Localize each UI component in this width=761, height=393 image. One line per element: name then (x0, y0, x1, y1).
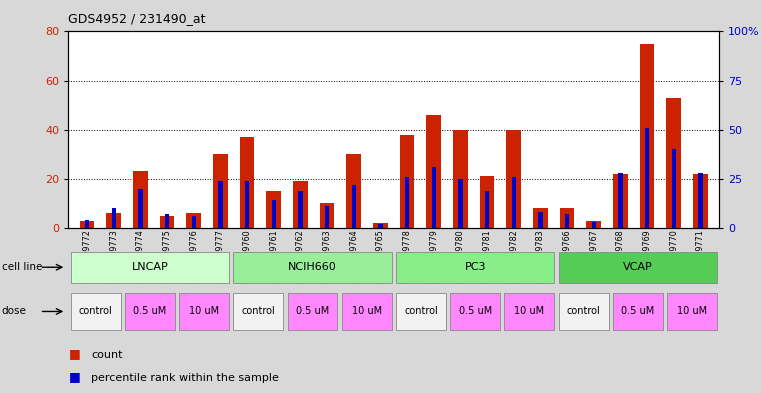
Bar (71, 252, 229, 283)
Bar (458, 179, 463, 228)
Bar (325, 206, 330, 228)
Bar (453, 130, 468, 228)
Bar (80, 220, 94, 228)
Bar (133, 171, 148, 228)
Bar (342, 293, 392, 330)
Bar (451, 293, 500, 330)
Bar (511, 177, 516, 228)
Text: ■: ■ (68, 347, 80, 360)
Bar (592, 222, 596, 228)
Bar (560, 208, 575, 228)
Bar (505, 293, 554, 330)
Bar (71, 293, 120, 330)
Bar (293, 181, 307, 228)
Bar (645, 128, 649, 228)
Bar (165, 214, 169, 228)
Text: PC3: PC3 (464, 262, 486, 272)
Text: GDS4952 / 231490_at: GDS4952 / 231490_at (68, 12, 206, 25)
Bar (485, 191, 489, 228)
Bar (619, 173, 622, 228)
Bar (533, 208, 548, 228)
Text: 10 uM: 10 uM (514, 307, 544, 316)
Bar (288, 293, 337, 330)
Text: 0.5 uM: 0.5 uM (621, 307, 654, 316)
Bar (400, 134, 415, 228)
Text: control: control (241, 307, 275, 316)
Bar (640, 44, 654, 228)
Bar (426, 115, 441, 228)
Bar (699, 173, 702, 228)
Text: LNCAP: LNCAP (132, 262, 168, 272)
Bar (667, 293, 717, 330)
Bar (396, 252, 554, 283)
Bar (107, 213, 121, 228)
Bar (565, 214, 569, 228)
Bar (85, 220, 89, 228)
Bar (160, 216, 174, 228)
Text: cell line: cell line (2, 262, 42, 272)
Bar (559, 293, 609, 330)
Bar (112, 208, 116, 228)
Bar (213, 154, 228, 228)
Bar (667, 98, 681, 228)
Bar (613, 174, 628, 228)
Bar (507, 130, 521, 228)
Bar (240, 137, 254, 228)
Bar (431, 167, 436, 228)
Bar (346, 154, 361, 228)
Bar (378, 224, 383, 228)
Bar (587, 220, 601, 228)
Bar (245, 181, 249, 228)
Text: 0.5 uM: 0.5 uM (459, 307, 492, 316)
Bar (352, 185, 356, 228)
Bar (186, 213, 201, 228)
Bar (125, 293, 175, 330)
Text: VCAP: VCAP (623, 262, 653, 272)
Bar (234, 252, 392, 283)
Bar (672, 149, 676, 228)
Text: 0.5 uM: 0.5 uM (296, 307, 329, 316)
Text: control: control (567, 307, 600, 316)
Bar (179, 293, 229, 330)
Text: control: control (404, 307, 438, 316)
Text: 10 uM: 10 uM (677, 307, 707, 316)
Bar (539, 212, 543, 228)
Bar (218, 181, 222, 228)
Bar (234, 293, 283, 330)
Bar (373, 223, 388, 228)
Text: count: count (91, 350, 123, 360)
Bar (480, 176, 495, 228)
Text: NCIH660: NCIH660 (288, 262, 337, 272)
Text: ■: ■ (68, 370, 80, 383)
Bar (139, 189, 142, 228)
Text: 10 uM: 10 uM (189, 307, 219, 316)
Text: 0.5 uM: 0.5 uM (133, 307, 167, 316)
Text: 10 uM: 10 uM (352, 307, 382, 316)
Text: control: control (78, 307, 113, 316)
Bar (320, 204, 335, 228)
Bar (396, 293, 446, 330)
Bar (559, 252, 717, 283)
Bar (298, 191, 303, 228)
Text: dose: dose (2, 307, 27, 316)
Bar (693, 174, 708, 228)
Bar (272, 200, 276, 228)
Bar (192, 216, 196, 228)
Bar (613, 293, 663, 330)
Bar (405, 177, 409, 228)
Text: percentile rank within the sample: percentile rank within the sample (91, 373, 279, 383)
Bar (266, 191, 281, 228)
